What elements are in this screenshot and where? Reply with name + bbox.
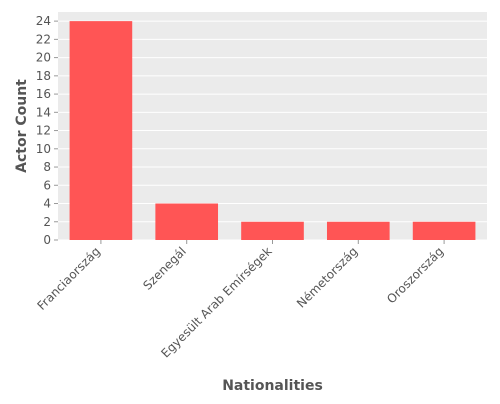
y-tick-label: 18 [36,69,51,83]
bar-4 [412,221,476,240]
y-tick-label: 22 [36,32,51,46]
x-tick-label: Oroszország [384,244,446,306]
y-tick-label: 24 [36,14,51,28]
y-tick-label: 2 [43,215,51,229]
bar-2 [241,221,304,240]
bar-0 [69,21,133,241]
bar-1 [155,203,219,240]
y-tick-label: 12 [36,124,51,138]
y-tick-label: 14 [36,105,51,119]
y-tick-label: 4 [43,197,51,211]
y-axis-title: Actor Count [14,79,30,173]
x-tick-label: Franciaország [34,244,103,313]
y-tick-label: 10 [36,142,51,156]
x-tick-label: Szenegál [140,244,189,293]
bar-layer [69,21,476,241]
x-tick-label: Németország [294,244,360,310]
y-tick-label: 6 [43,178,51,192]
y-tick-label: 8 [43,160,51,174]
y-tick-label: 20 [36,51,51,65]
y-tick-label: 0 [43,233,51,247]
y-tick-label: 16 [36,87,51,101]
x-axis-title: Nationalities [222,378,323,394]
bar-3 [326,221,390,240]
